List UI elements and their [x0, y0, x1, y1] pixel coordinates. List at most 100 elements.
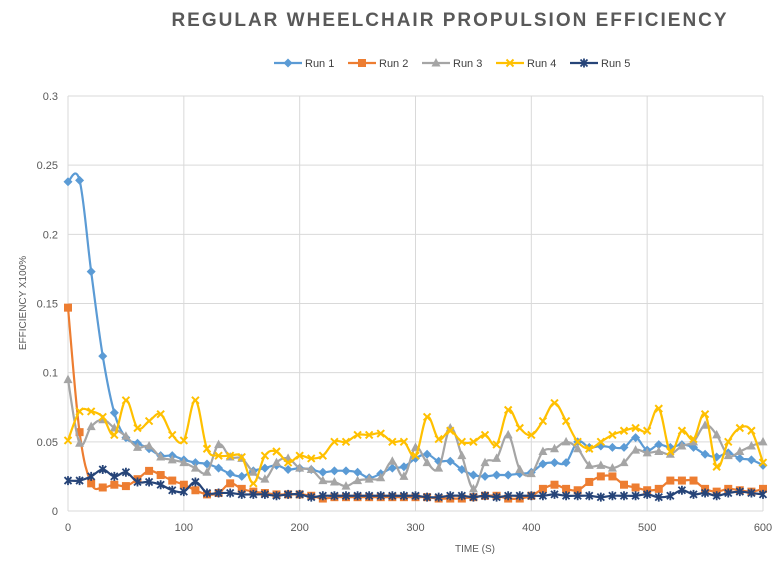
- data-point-run-3: [179, 457, 189, 467]
- data-point-run-5: [144, 477, 154, 487]
- data-point-run-3: [654, 446, 664, 456]
- data-point-run-4: [422, 412, 432, 422]
- data-point-run-3: [712, 429, 722, 439]
- data-point-run-5: [735, 487, 744, 497]
- data-point-run-3: [364, 474, 374, 483]
- data-point-run-5: [480, 491, 490, 501]
- data-point-run-1: [503, 470, 513, 480]
- data-point-run-2: [179, 480, 188, 489]
- data-point-run-4: [376, 429, 385, 438]
- data-point-run-4: [98, 412, 107, 422]
- data-point-run-1: [607, 442, 617, 452]
- y-tick-label: 0.2: [43, 229, 58, 241]
- data-point-run-4: [237, 452, 246, 462]
- data-point-run-5: [596, 492, 605, 502]
- data-point-run-1: [353, 467, 363, 477]
- data-point-run-4: [758, 458, 768, 467]
- grid-lines: [67, 95, 764, 512]
- data-point-run-4: [689, 434, 698, 444]
- data-point-run-4: [121, 396, 131, 405]
- data-point-run-3: [735, 446, 745, 456]
- data-point-run-3: [526, 468, 536, 478]
- data-point-run-2: [573, 486, 582, 495]
- data-point-run-3: [689, 436, 698, 446]
- data-point-run-4: [480, 430, 490, 440]
- data-point-run-4: [642, 426, 652, 435]
- data-point-run-3: [468, 483, 478, 493]
- data-point-run-3: [700, 420, 710, 429]
- data-point-run-5: [226, 488, 235, 498]
- series-run-4: [63, 396, 768, 488]
- legend-marker-run-2: [358, 59, 366, 67]
- data-point-run-5: [619, 491, 629, 501]
- y-tick-label: 0.05: [37, 437, 58, 449]
- data-point-run-4: [249, 479, 258, 488]
- series-run-5: [63, 465, 768, 502]
- data-point-run-3: [642, 447, 652, 457]
- legend-item-run-1: Run 1: [274, 58, 334, 70]
- data-point-run-5: [422, 492, 432, 502]
- data-point-run-3: [503, 429, 513, 439]
- data-point-run-5: [307, 492, 316, 502]
- chart-title: REGULAR WHEELCHAIR PROPULSION EFFICIENCY: [171, 10, 729, 31]
- data-point-run-5: [295, 489, 304, 499]
- data-point-run-5: [156, 480, 165, 490]
- data-point-run-4: [585, 444, 594, 453]
- legend-label-run-2: Run 2: [379, 58, 408, 70]
- data-point-run-4: [596, 437, 606, 447]
- data-point-run-4: [179, 436, 189, 445]
- data-point-run-4: [538, 416, 548, 426]
- data-point-run-2: [64, 303, 72, 312]
- data-point-run-5: [747, 488, 756, 498]
- data-point-run-2: [759, 484, 767, 493]
- data-point-run-5: [561, 491, 571, 501]
- data-point-run-5: [585, 491, 594, 501]
- data-point-run-5: [75, 476, 84, 486]
- data-point-run-1: [631, 433, 641, 443]
- data-point-run-5: [504, 491, 513, 501]
- data-point-run-3: [248, 467, 258, 476]
- data-point-run-2: [237, 484, 246, 493]
- y-tick-label: 0.3: [43, 91, 58, 103]
- y-tick-label: 0: [52, 506, 58, 518]
- data-point-run-3: [538, 446, 548, 456]
- legend-item-run-4: Run 4: [496, 58, 556, 70]
- data-point-run-3: [515, 464, 525, 473]
- data-point-run-1: [654, 440, 664, 450]
- data-point-run-5: [330, 491, 339, 501]
- data-point-run-3: [376, 472, 386, 482]
- data-point-run-4: [457, 437, 467, 447]
- data-point-run-4: [434, 434, 443, 444]
- legend: Run 1 Run 2 Run 3 Run 4 Run 5: [274, 58, 630, 70]
- data-point-run-4: [492, 440, 501, 449]
- data-point-run-4: [330, 437, 339, 447]
- data-point-run-5: [550, 489, 559, 499]
- y-axis-title: EFFICIENCY X100%: [18, 256, 29, 350]
- legend-marker-run-4: [505, 58, 515, 68]
- data-point-run-4: [388, 437, 397, 447]
- data-point-run-4: [133, 423, 142, 433]
- data-point-run-1: [109, 408, 119, 418]
- data-point-run-5: [689, 489, 698, 499]
- data-point-run-4: [307, 454, 316, 463]
- data-point-run-5: [272, 491, 281, 501]
- data-point-run-2: [596, 472, 605, 481]
- data-point-run-1: [214, 463, 224, 473]
- data-point-run-1: [735, 453, 745, 463]
- data-point-run-4: [573, 437, 582, 447]
- data-point-run-4: [666, 447, 675, 456]
- data-point-run-4: [550, 398, 559, 408]
- data-point-run-1: [457, 465, 467, 474]
- data-point-run-2: [121, 482, 130, 491]
- data-point-run-5: [666, 491, 675, 501]
- data-point-run-5: [538, 491, 548, 501]
- data-point-run-4: [63, 436, 73, 445]
- data-point-run-4: [260, 451, 270, 460]
- data-point-run-2: [585, 477, 594, 486]
- data-point-run-5: [237, 489, 246, 499]
- data-point-run-5: [446, 491, 455, 501]
- data-point-run-1: [283, 465, 293, 474]
- legend-label-run-3: Run 3: [453, 58, 482, 70]
- data-point-run-5: [168, 485, 177, 495]
